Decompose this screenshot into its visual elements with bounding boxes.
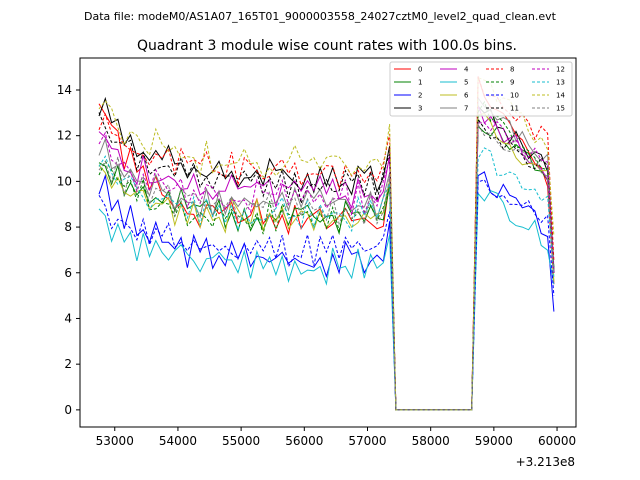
series-line-1 — [98, 125, 555, 411]
x-tick-label: 56000 — [285, 434, 323, 448]
y-tick-label: 10 — [57, 174, 72, 188]
x-tick-label: 60000 — [538, 434, 576, 448]
y-tick-label: 6 — [64, 266, 72, 280]
legend-label-3: 3 — [418, 105, 422, 113]
x-tick-label: 53000 — [96, 434, 134, 448]
series-line-0 — [98, 76, 555, 411]
x-tick-label: 55000 — [222, 434, 260, 448]
series-line-2 — [98, 171, 555, 411]
series-line-15 — [98, 122, 555, 411]
legend-label-8: 8 — [510, 66, 514, 74]
y-tick-label: 2 — [64, 357, 72, 371]
x-axis-ticks: 53000 54000 55000 56000 57000 58000 59000 60000 — [96, 427, 576, 448]
legend-label-9: 9 — [510, 79, 514, 87]
figure-suptitle: Data file: modeM0/AS1A07_165T01_90000035… — [84, 10, 557, 23]
legend-label-12: 12 — [556, 66, 565, 74]
series-line-10 — [98, 179, 555, 411]
series-line-3 — [98, 96, 555, 411]
legend-label-4: 4 — [464, 66, 469, 74]
legend-box — [389, 61, 573, 117]
series-line-7 — [98, 96, 555, 411]
series-line-8 — [98, 76, 555, 411]
legend-label-2: 2 — [418, 92, 422, 100]
y-tick-label: 4 — [64, 311, 72, 325]
y-tick-label: 12 — [57, 129, 72, 143]
legend-label-0: 0 — [418, 66, 422, 74]
y-tick-label: 8 — [64, 220, 72, 234]
legend-label-14: 14 — [556, 92, 565, 100]
x-tick-label: 54000 — [159, 434, 197, 448]
legend-label-7: 7 — [464, 105, 468, 113]
x-offset-label: +3.213e8 — [516, 455, 575, 469]
legend-label-6: 6 — [464, 92, 469, 100]
legend-label-11: 11 — [510, 105, 519, 113]
legend-label-1: 1 — [418, 79, 422, 87]
y-axis-ticks: 0 2 4 6 8 10 12 14 — [57, 83, 80, 417]
y-tick-label: 0 — [64, 403, 72, 417]
x-tick-label: 58000 — [412, 434, 450, 448]
legend-label-10: 10 — [510, 92, 519, 100]
axes-frame — [79, 57, 577, 428]
legend-label-5: 5 — [464, 79, 468, 87]
series-line-5 — [98, 190, 555, 411]
chart-title: Quadrant 3 module wise count rates with … — [137, 38, 517, 54]
series-line-14 — [98, 76, 555, 411]
series-line-12 — [98, 120, 555, 411]
legend-label-13: 13 — [556, 79, 565, 87]
x-tick-label: 59000 — [475, 434, 513, 448]
y-tick-label: 14 — [57, 83, 72, 97]
legend-label-15: 15 — [556, 105, 565, 113]
series-layer — [98, 76, 555, 411]
x-tick-label: 57000 — [348, 434, 386, 448]
series-line-11 — [98, 112, 555, 411]
